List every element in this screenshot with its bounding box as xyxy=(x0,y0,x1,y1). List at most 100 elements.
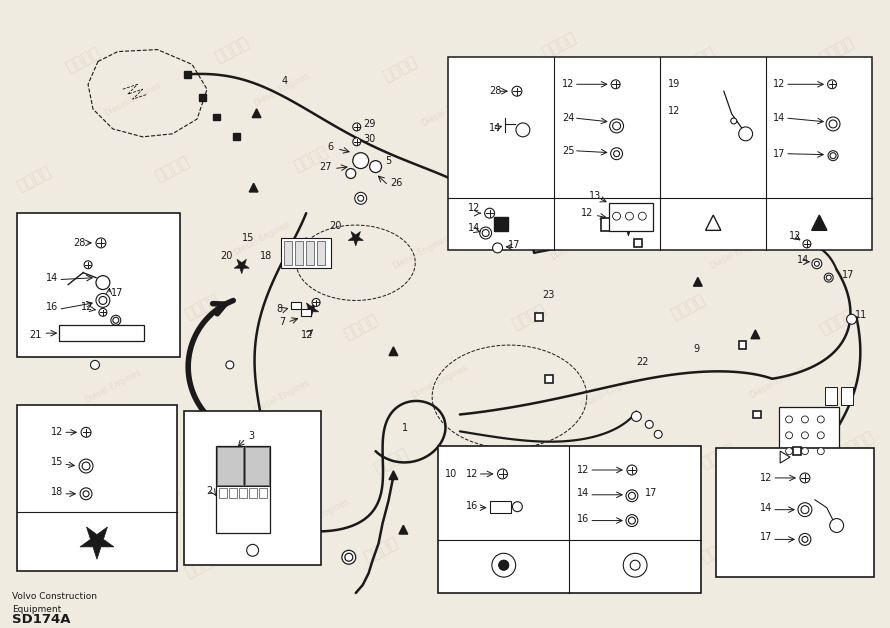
Text: 紫发动力: 紫发动力 xyxy=(698,535,737,565)
Circle shape xyxy=(817,432,824,439)
Circle shape xyxy=(626,514,638,526)
Text: 紫发动力: 紫发动力 xyxy=(24,540,63,570)
Text: 12: 12 xyxy=(773,79,786,89)
Circle shape xyxy=(645,420,653,428)
Text: 12: 12 xyxy=(468,203,481,214)
Polygon shape xyxy=(781,451,790,463)
Circle shape xyxy=(798,503,812,517)
Text: 14: 14 xyxy=(468,223,480,233)
Polygon shape xyxy=(348,232,363,246)
Bar xyxy=(535,313,543,322)
Circle shape xyxy=(99,296,107,305)
Bar xyxy=(793,447,801,455)
Bar xyxy=(184,411,321,565)
Circle shape xyxy=(739,127,753,141)
Bar xyxy=(609,203,653,231)
Bar xyxy=(248,488,256,498)
Text: Diesel-Engines: Diesel-Engines xyxy=(748,363,807,401)
Text: 14: 14 xyxy=(490,123,501,133)
Circle shape xyxy=(786,432,792,439)
Circle shape xyxy=(627,465,637,475)
Circle shape xyxy=(612,212,620,220)
Text: 紫发动力: 紫发动力 xyxy=(668,292,708,323)
Bar xyxy=(779,406,838,471)
Text: 28: 28 xyxy=(73,238,85,248)
Text: 14: 14 xyxy=(773,113,786,123)
Polygon shape xyxy=(389,471,398,480)
Text: Diesel-Engines: Diesel-Engines xyxy=(103,80,162,118)
Bar xyxy=(17,404,177,571)
Text: 紫发动力: 紫发动力 xyxy=(698,441,737,471)
Bar xyxy=(285,241,292,265)
Text: Diesel-Engines: Diesel-Engines xyxy=(252,70,312,108)
Bar xyxy=(601,218,613,230)
Text: Diesel-Engines: Diesel-Engines xyxy=(578,373,638,410)
Text: 1: 1 xyxy=(402,423,409,433)
Bar xyxy=(216,447,271,533)
Circle shape xyxy=(829,519,844,533)
Text: Volvo Construction
Equipment: Volvo Construction Equipment xyxy=(12,592,97,614)
Circle shape xyxy=(626,212,634,220)
Text: Diesel-Engines: Diesel-Engines xyxy=(83,368,142,405)
Text: 12: 12 xyxy=(81,303,93,312)
Text: 19: 19 xyxy=(668,79,680,89)
Circle shape xyxy=(352,138,360,146)
Text: 12: 12 xyxy=(301,330,313,340)
Text: 15: 15 xyxy=(52,457,64,467)
Bar xyxy=(494,217,508,231)
Circle shape xyxy=(817,416,824,423)
Text: 紫发动力: 紫发动力 xyxy=(182,550,222,580)
Text: Diesel-Engines: Diesel-Engines xyxy=(460,482,520,519)
Circle shape xyxy=(654,430,662,438)
Text: 6: 6 xyxy=(327,142,333,152)
Circle shape xyxy=(485,208,495,218)
Circle shape xyxy=(817,448,824,455)
Circle shape xyxy=(498,469,507,479)
Text: 紫发动力: 紫发动力 xyxy=(460,158,499,188)
Circle shape xyxy=(803,240,811,248)
Text: Diesel-Engines: Diesel-Engines xyxy=(252,378,312,415)
Text: 12: 12 xyxy=(760,473,773,483)
Polygon shape xyxy=(812,215,827,230)
Circle shape xyxy=(613,151,619,156)
Text: 紫发动力: 紫发动力 xyxy=(34,302,73,332)
Text: 17: 17 xyxy=(111,288,123,298)
Text: 紫发动力: 紫发动力 xyxy=(153,153,192,184)
Text: 22: 22 xyxy=(636,357,649,367)
Circle shape xyxy=(96,276,109,290)
Text: 9: 9 xyxy=(693,344,699,354)
Text: 16: 16 xyxy=(465,501,478,511)
Bar xyxy=(219,488,227,498)
Text: 紫发动力: 紫发动力 xyxy=(837,429,876,460)
Circle shape xyxy=(83,491,89,497)
Bar xyxy=(295,241,303,265)
Circle shape xyxy=(111,315,121,325)
Text: 3: 3 xyxy=(248,431,255,441)
Circle shape xyxy=(247,544,259,556)
Circle shape xyxy=(498,560,509,570)
Text: 10: 10 xyxy=(445,469,457,479)
Text: 16: 16 xyxy=(578,514,589,524)
Text: 紫发动力: 紫发动力 xyxy=(539,436,579,467)
Text: 12: 12 xyxy=(789,231,802,241)
Text: 11: 11 xyxy=(854,310,867,320)
Text: 17: 17 xyxy=(760,533,773,543)
Circle shape xyxy=(352,123,360,131)
Text: 紫发动力: 紫发动力 xyxy=(63,45,102,75)
Circle shape xyxy=(628,517,635,524)
Circle shape xyxy=(498,560,509,570)
Bar xyxy=(825,387,837,404)
Polygon shape xyxy=(249,183,258,192)
Bar xyxy=(259,488,266,498)
Text: 12: 12 xyxy=(465,469,478,479)
Text: Diesel-Engines: Diesel-Engines xyxy=(291,497,351,534)
Bar xyxy=(438,447,700,593)
Text: 紫发动力: 紫发动力 xyxy=(361,535,400,565)
Circle shape xyxy=(826,275,831,280)
Text: 17: 17 xyxy=(644,488,657,498)
Text: 紫发动力: 紫发动力 xyxy=(777,153,817,184)
Circle shape xyxy=(638,212,646,220)
Bar xyxy=(635,239,643,247)
Circle shape xyxy=(492,243,503,253)
Circle shape xyxy=(846,315,856,324)
